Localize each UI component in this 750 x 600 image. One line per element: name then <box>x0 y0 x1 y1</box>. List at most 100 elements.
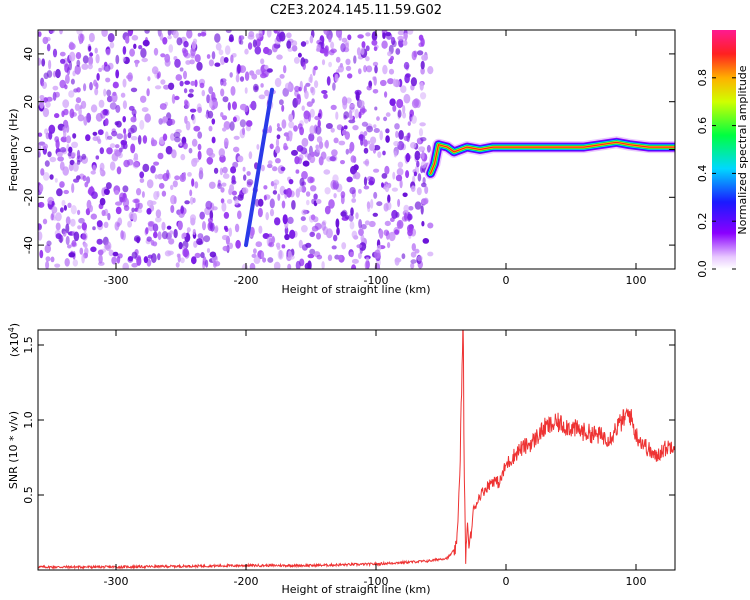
noise-dot <box>358 219 362 229</box>
noise-dot <box>152 223 159 232</box>
noise-dot <box>55 139 60 150</box>
noise-dot <box>45 101 51 108</box>
noise-dot <box>183 40 189 48</box>
noise-dot <box>90 104 98 113</box>
noise-dot <box>287 250 292 260</box>
noise-dot <box>177 220 183 231</box>
noise-dot <box>272 166 278 172</box>
x-tick-label: 100 <box>626 274 647 287</box>
noise-dot <box>228 242 233 249</box>
noise-dot <box>101 209 106 217</box>
noise-dot <box>220 88 225 97</box>
noise-dot <box>333 193 337 199</box>
noise-dot <box>232 101 237 110</box>
noise-dot <box>279 99 284 106</box>
noise-dot <box>168 82 175 91</box>
noise-dot <box>417 260 423 269</box>
noise-dot <box>363 65 367 73</box>
noise-dot <box>153 191 159 200</box>
noise-dot <box>196 61 203 71</box>
noise-dot <box>242 187 249 195</box>
noise-dot <box>172 30 179 39</box>
noise-dot <box>68 146 73 154</box>
noise-dot <box>107 33 115 43</box>
noise-dot <box>417 173 422 182</box>
noise-dot <box>84 181 89 188</box>
noise-dot <box>91 191 98 199</box>
noise-dot <box>344 42 349 50</box>
noise-dot <box>291 45 298 52</box>
noise-dot <box>206 248 211 253</box>
noise-dot <box>222 127 227 132</box>
noise-dot <box>336 227 340 236</box>
noise-dot <box>141 191 145 198</box>
noise-dot <box>369 143 375 152</box>
noise-dot <box>427 222 434 229</box>
noise-dot <box>272 190 278 195</box>
noise-dot <box>55 68 61 79</box>
noise-dot <box>301 171 308 180</box>
noise-dot <box>360 234 365 242</box>
noise-dot <box>115 201 122 206</box>
noise-dot <box>174 175 180 181</box>
noise-dot <box>273 182 277 190</box>
noise-dot <box>78 33 85 43</box>
noise-dot <box>260 83 264 88</box>
noise-dot <box>255 241 263 248</box>
noise-dot <box>197 106 203 114</box>
noise-dot <box>287 216 294 224</box>
noise-dot <box>301 225 308 233</box>
noise-dot <box>68 60 73 71</box>
noise-dot <box>146 208 152 215</box>
noise-dot <box>420 67 425 75</box>
noise-dot <box>361 41 366 49</box>
noise-dot <box>366 65 373 73</box>
noise-dot <box>101 187 106 197</box>
noise-dot <box>170 205 175 213</box>
diagonal-streak <box>244 87 274 248</box>
y-tick-label: -20 <box>22 188 35 206</box>
noise-dot <box>424 186 429 194</box>
noise-dot <box>368 220 376 228</box>
noise-dot <box>212 260 217 268</box>
noise-dot <box>175 262 180 268</box>
noise-dot <box>249 262 256 269</box>
noise-dot <box>183 88 188 94</box>
noise-dot <box>265 212 270 221</box>
noise-dot <box>385 112 391 117</box>
y-tick-label: -40 <box>22 236 35 254</box>
noise-dot <box>301 137 309 147</box>
noise-dot <box>419 81 424 91</box>
noise-dot <box>373 46 378 52</box>
noise-dot <box>120 92 126 98</box>
colorbar: 0.0 0.2 0.4 0.6 0.8 Normalized spectral ampl… <box>696 30 749 278</box>
noise-dot <box>348 213 354 222</box>
noise-dot <box>88 32 95 43</box>
noise-dot <box>309 155 316 164</box>
noise-dot <box>273 261 281 269</box>
noise-dot <box>202 221 206 231</box>
noise-dot <box>420 60 425 70</box>
noise-dot <box>73 178 80 183</box>
noise-dot <box>68 252 76 258</box>
background-noise-dots <box>38 30 434 269</box>
noise-dot <box>64 258 70 267</box>
noise-dot <box>317 113 321 118</box>
noise-dot <box>114 190 120 196</box>
noise-dot <box>363 185 370 190</box>
noise-dot <box>293 125 298 132</box>
noise-dot <box>310 214 316 221</box>
noise-dot <box>184 80 191 85</box>
noise-dot <box>266 68 273 73</box>
noise-dot <box>402 40 408 46</box>
snr-y-multiplier: (x104) <box>7 323 21 357</box>
noise-dot <box>355 91 360 101</box>
noise-dot <box>385 128 390 134</box>
noise-dot <box>396 219 404 229</box>
noise-dot <box>183 70 187 80</box>
noise-dot <box>122 142 128 150</box>
noise-dot <box>174 95 180 101</box>
noise-dot <box>78 217 85 224</box>
noise-dot <box>341 129 347 136</box>
noise-dot <box>187 172 192 177</box>
